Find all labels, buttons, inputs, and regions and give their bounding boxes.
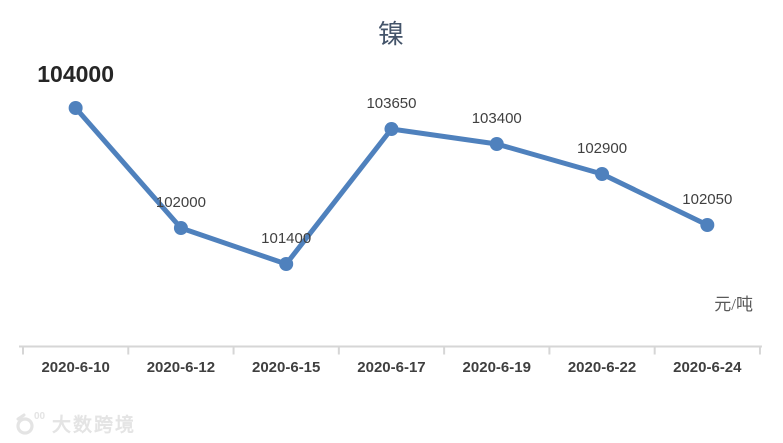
x-axis-label: 2020-6-12	[146, 359, 216, 376]
data-label: 103400	[471, 110, 522, 127]
data-point-marker	[384, 122, 399, 136]
chart-title: 镍	[377, 20, 405, 49]
data-label: 104000	[37, 61, 114, 87]
x-axis-label: 2020-6-15	[251, 359, 321, 376]
data-point-marker	[279, 257, 294, 271]
watermark-logo-icon: 00	[16, 411, 46, 435]
x-axis-label: 2020-6-22	[567, 359, 637, 376]
watermark-superscript: 00	[34, 411, 46, 422]
x-axis-label: 2020-6-17	[357, 359, 426, 376]
data-label: 102900	[577, 140, 628, 157]
data-label: 103650	[366, 95, 417, 112]
watermark: 00 大数跨境	[14, 408, 136, 438]
data-point-marker	[489, 137, 504, 151]
x-axis-label: 2020-6-24	[673, 359, 742, 376]
x-axis-label: 2020-6-10	[41, 359, 110, 376]
data-point-marker	[595, 167, 610, 181]
data-point-marker	[700, 218, 715, 232]
data-point-marker	[68, 101, 83, 115]
watermark-text: 大数跨境	[52, 414, 137, 436]
data-label: 101400	[261, 230, 312, 247]
data-label: 102050	[682, 191, 733, 208]
x-axis-label: 2020-6-19	[462, 359, 531, 376]
unit-label: 元/吨	[714, 295, 753, 314]
data-point-marker	[173, 221, 188, 235]
data-label: 102000	[155, 194, 206, 211]
